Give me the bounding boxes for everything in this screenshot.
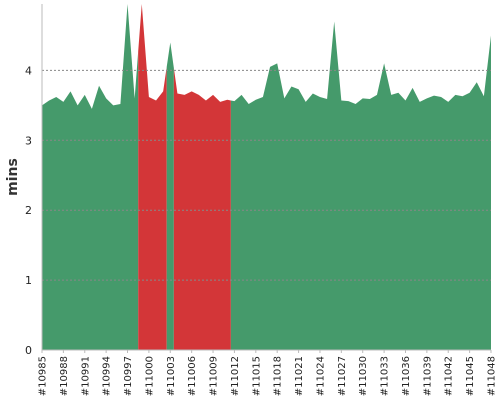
x-tick-label: #11036 [401, 356, 412, 396]
x-tick-label: #11030 [358, 356, 369, 396]
x-tick-label: #11012 [230, 356, 241, 396]
x-tick-label: #10997 [123, 356, 134, 396]
x-tick-labels: #10985 #10988 #10991 #10994 #10997 #11000 #110… [38, 350, 498, 396]
x-tick-label: #11045 [465, 356, 476, 396]
y-tick-label: 1 [25, 274, 32, 287]
x-tick-label: #11033 [380, 356, 391, 396]
x-tick-label: #11048 [487, 356, 498, 396]
axes [41, 4, 491, 351]
x-tick-label: #10988 [59, 356, 70, 396]
area-segments [42, 4, 491, 351]
grid-lines [42, 69, 491, 281]
x-tick-label: #11018 [273, 356, 284, 396]
x-tick-label: #11027 [337, 356, 348, 396]
area-segment-ok [42, 4, 139, 350]
x-tick-label: #11042 [444, 356, 455, 396]
x-tick-label: #10991 [80, 356, 91, 396]
x-tick-label: #11000 [144, 356, 155, 396]
area-segment-fail [173, 67, 231, 351]
y-axis-title: mins [5, 158, 21, 196]
y-tick-label: 0 [25, 344, 32, 357]
x-tick-label: #11015 [251, 356, 262, 396]
x-tick-label: #11021 [294, 356, 305, 396]
x-tick-label: #11006 [187, 356, 198, 396]
y-tick-label: 3 [25, 134, 32, 147]
x-tick-label: #11039 [422, 356, 433, 396]
y-tick-labels: 0 1 2 3 4 [25, 64, 32, 357]
x-tick-label: #11003 [166, 356, 177, 396]
x-tick-label: #11024 [315, 356, 326, 396]
area-segment-ok [230, 21, 491, 350]
x-tick-label: #10985 [38, 356, 49, 396]
area-segment-fail [138, 4, 167, 350]
y-tick-label: 2 [25, 204, 32, 217]
x-tick-label: #11009 [209, 356, 220, 396]
y-tick-label: 4 [25, 64, 32, 77]
x-tick-label: #10994 [102, 356, 113, 396]
area-segment-ok [166, 42, 174, 350]
